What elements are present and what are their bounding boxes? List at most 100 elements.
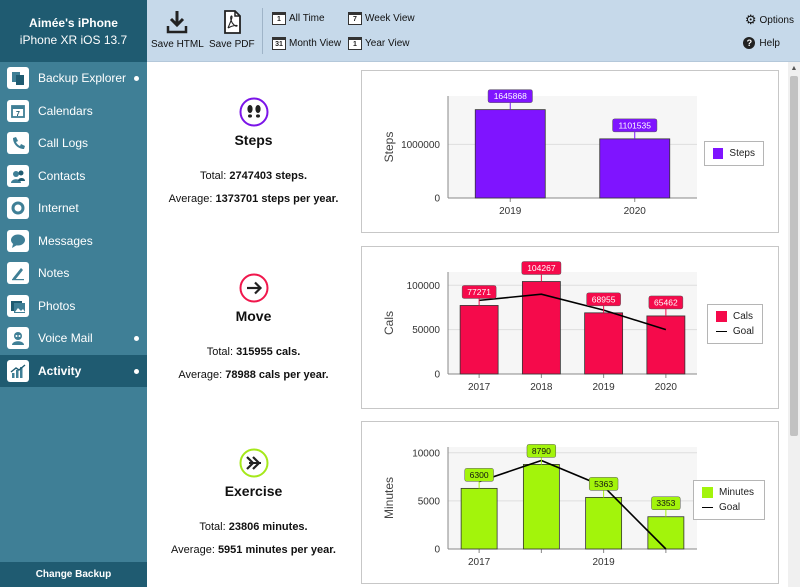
- sidebar-item-voice-mail[interactable]: Voice Mail: [0, 322, 147, 355]
- move-summary: Move Total: 315955 cals. Average: 78988 …: [147, 273, 360, 392]
- status-dot: [134, 76, 139, 81]
- x-tick-label: 2019: [499, 206, 522, 217]
- bar: [460, 487, 498, 550]
- calendar-icon: 1: [272, 12, 286, 25]
- steps-chart: 0 1000000 Steps 2019 2020 1645868 1101535 Step…: [361, 70, 779, 233]
- sidebar-item-photos[interactable]: Photos: [0, 290, 147, 323]
- sidebar-item-label: Photos: [38, 298, 76, 313]
- sidebar-nav: Backup Explorer 7 Calendars Call Logs Contac…: [0, 62, 147, 387]
- sidebar-item-label: Messages: [38, 233, 93, 248]
- data-label: 68955: [592, 294, 616, 304]
- messages-icon: [7, 229, 29, 252]
- x-tick-label: 2017: [468, 557, 491, 568]
- year-view-label: Year View: [365, 38, 410, 49]
- legend-label: Cals: [733, 311, 754, 322]
- x-tick-label: 2019: [593, 557, 616, 568]
- scroll-up-arrow[interactable]: ▲: [790, 64, 798, 72]
- bar: [585, 496, 623, 550]
- sidebar-item-label: Activity: [38, 363, 82, 378]
- data-label: 6300: [470, 470, 489, 480]
- gear-icon: ⚙: [744, 12, 757, 27]
- sidebar: Aimée's iPhone iPhone XR iOS 13.7 Backup…: [0, 0, 147, 587]
- calendar-icon: 1: [348, 37, 362, 50]
- help-icon: ?: [743, 37, 756, 49]
- x-tick-label: 2020: [655, 382, 678, 393]
- vertical-scrollbar[interactable]: ▲: [788, 62, 800, 587]
- sidebar-item-activity[interactable]: Activity: [0, 354, 147, 387]
- exercise-average-value: 5951 minutes per year.: [217, 544, 336, 556]
- save-html-button[interactable]: Save HTML: [151, 9, 204, 50]
- bar: [584, 312, 624, 375]
- change-backup-button[interactable]: Change Backup: [0, 562, 147, 587]
- x-tick-label: 2018: [530, 382, 553, 393]
- activity-icon: [7, 359, 29, 382]
- sidebar-item-internet[interactable]: Internet: [0, 192, 147, 225]
- sidebar-item-backup-explorer[interactable]: Backup Explorer: [0, 62, 147, 95]
- move-average: Average: 78988 cals per year.: [147, 369, 360, 381]
- status-dot: [134, 336, 139, 341]
- notes-icon: [7, 262, 29, 285]
- sidebar-item-messages[interactable]: Messages: [0, 225, 147, 258]
- footprints-icon: [239, 97, 268, 127]
- sidebar-item-contacts[interactable]: Contacts: [0, 160, 147, 193]
- all-time-button[interactable]: 1 All Time: [272, 12, 325, 25]
- y-tick-label: 0: [434, 194, 440, 205]
- options-label: Options: [759, 14, 794, 26]
- save-pdf-button[interactable]: Save PDF: [209, 9, 255, 50]
- sidebar-item-label: Backup Explorer: [38, 71, 127, 86]
- calendar-icon: 7: [7, 99, 29, 122]
- sidebar-item-calendars[interactable]: 7 Calendars: [0, 95, 147, 128]
- move-chart-svg: 0 50000 100000 Cals 2017 2018 2019 2020 77271 104…: [382, 261, 697, 393]
- bar: [459, 305, 499, 375]
- help-label: Help: [759, 37, 780, 49]
- move-total-label: Total:: [206, 346, 237, 358]
- device-name: Aimée's iPhone: [29, 15, 118, 30]
- all-time-label: All Time: [289, 13, 325, 24]
- y-tick-label: 100000: [407, 281, 441, 292]
- legend-entry: Goal: [716, 324, 754, 339]
- data-label: 5363: [594, 479, 613, 489]
- data-label-box: [487, 89, 533, 103]
- phone-icon: [7, 132, 29, 155]
- exercise-average-label: Average:: [171, 544, 218, 556]
- exercise-summary: Exercise Total: 23806 minutes. Average: …: [147, 448, 360, 567]
- toolbar-separator: [262, 8, 263, 54]
- save-html-label: Save HTML: [151, 39, 204, 50]
- sidebar-item-notes[interactable]: Notes: [0, 257, 147, 290]
- y-tick-label: 0: [434, 545, 440, 556]
- toolbar: Save HTML Save PDF 1 All Time 31 Month V…: [147, 0, 800, 62]
- scroll-thumb[interactable]: [790, 76, 798, 436]
- week-view-button[interactable]: 7 Week View: [348, 12, 415, 25]
- move-chart: 0 50000 100000 Cals 2017 2018 2019 2020 77271 104…: [361, 246, 779, 409]
- sidebar-item-call-logs[interactable]: Call Logs: [0, 127, 147, 160]
- goal-line: [479, 293, 667, 331]
- bar: [599, 138, 671, 199]
- year-view-button[interactable]: 1 Year View: [348, 37, 409, 50]
- y-tick-label: 0: [434, 370, 440, 381]
- y-axis-label: Cals: [382, 311, 396, 335]
- exercise-total: Total: 23806 minutes.: [147, 521, 360, 533]
- data-label-box: [461, 285, 497, 299]
- data-label: 8790: [532, 446, 551, 456]
- pdf-icon: [223, 10, 241, 34]
- options-button[interactable]: ⚙ Options: [745, 12, 794, 28]
- legend-marker: [702, 507, 713, 508]
- help-button[interactable]: ? Help: [743, 37, 780, 49]
- x-tick-label: 2020: [624, 206, 647, 217]
- data-label: 1645868: [494, 91, 527, 101]
- legend-label: Goal: [732, 326, 754, 337]
- data-label: 3353: [656, 498, 675, 508]
- data-label: 65462: [654, 297, 678, 307]
- month-view-button[interactable]: 31 Month View: [272, 37, 341, 50]
- sidebar-item-label: Contacts: [38, 168, 86, 183]
- move-title: Move: [235, 308, 272, 324]
- device-header: Aimée's iPhone iPhone XR iOS 13.7: [0, 0, 147, 62]
- voicemail-icon: [7, 327, 29, 350]
- bar: [647, 516, 685, 550]
- x-tick-label: 2019: [593, 382, 616, 393]
- download-icon: [167, 11, 188, 34]
- steps-chart-svg: 0 1000000 Steps 2019 2020 1645868 1101535: [382, 89, 697, 217]
- steps-legend: Steps: [704, 141, 764, 166]
- legend-entry: Goal: [702, 500, 756, 515]
- exercise-chart: 0 5000 10000 Minutes 2017 2019 6300 8790 5363 335…: [361, 421, 779, 584]
